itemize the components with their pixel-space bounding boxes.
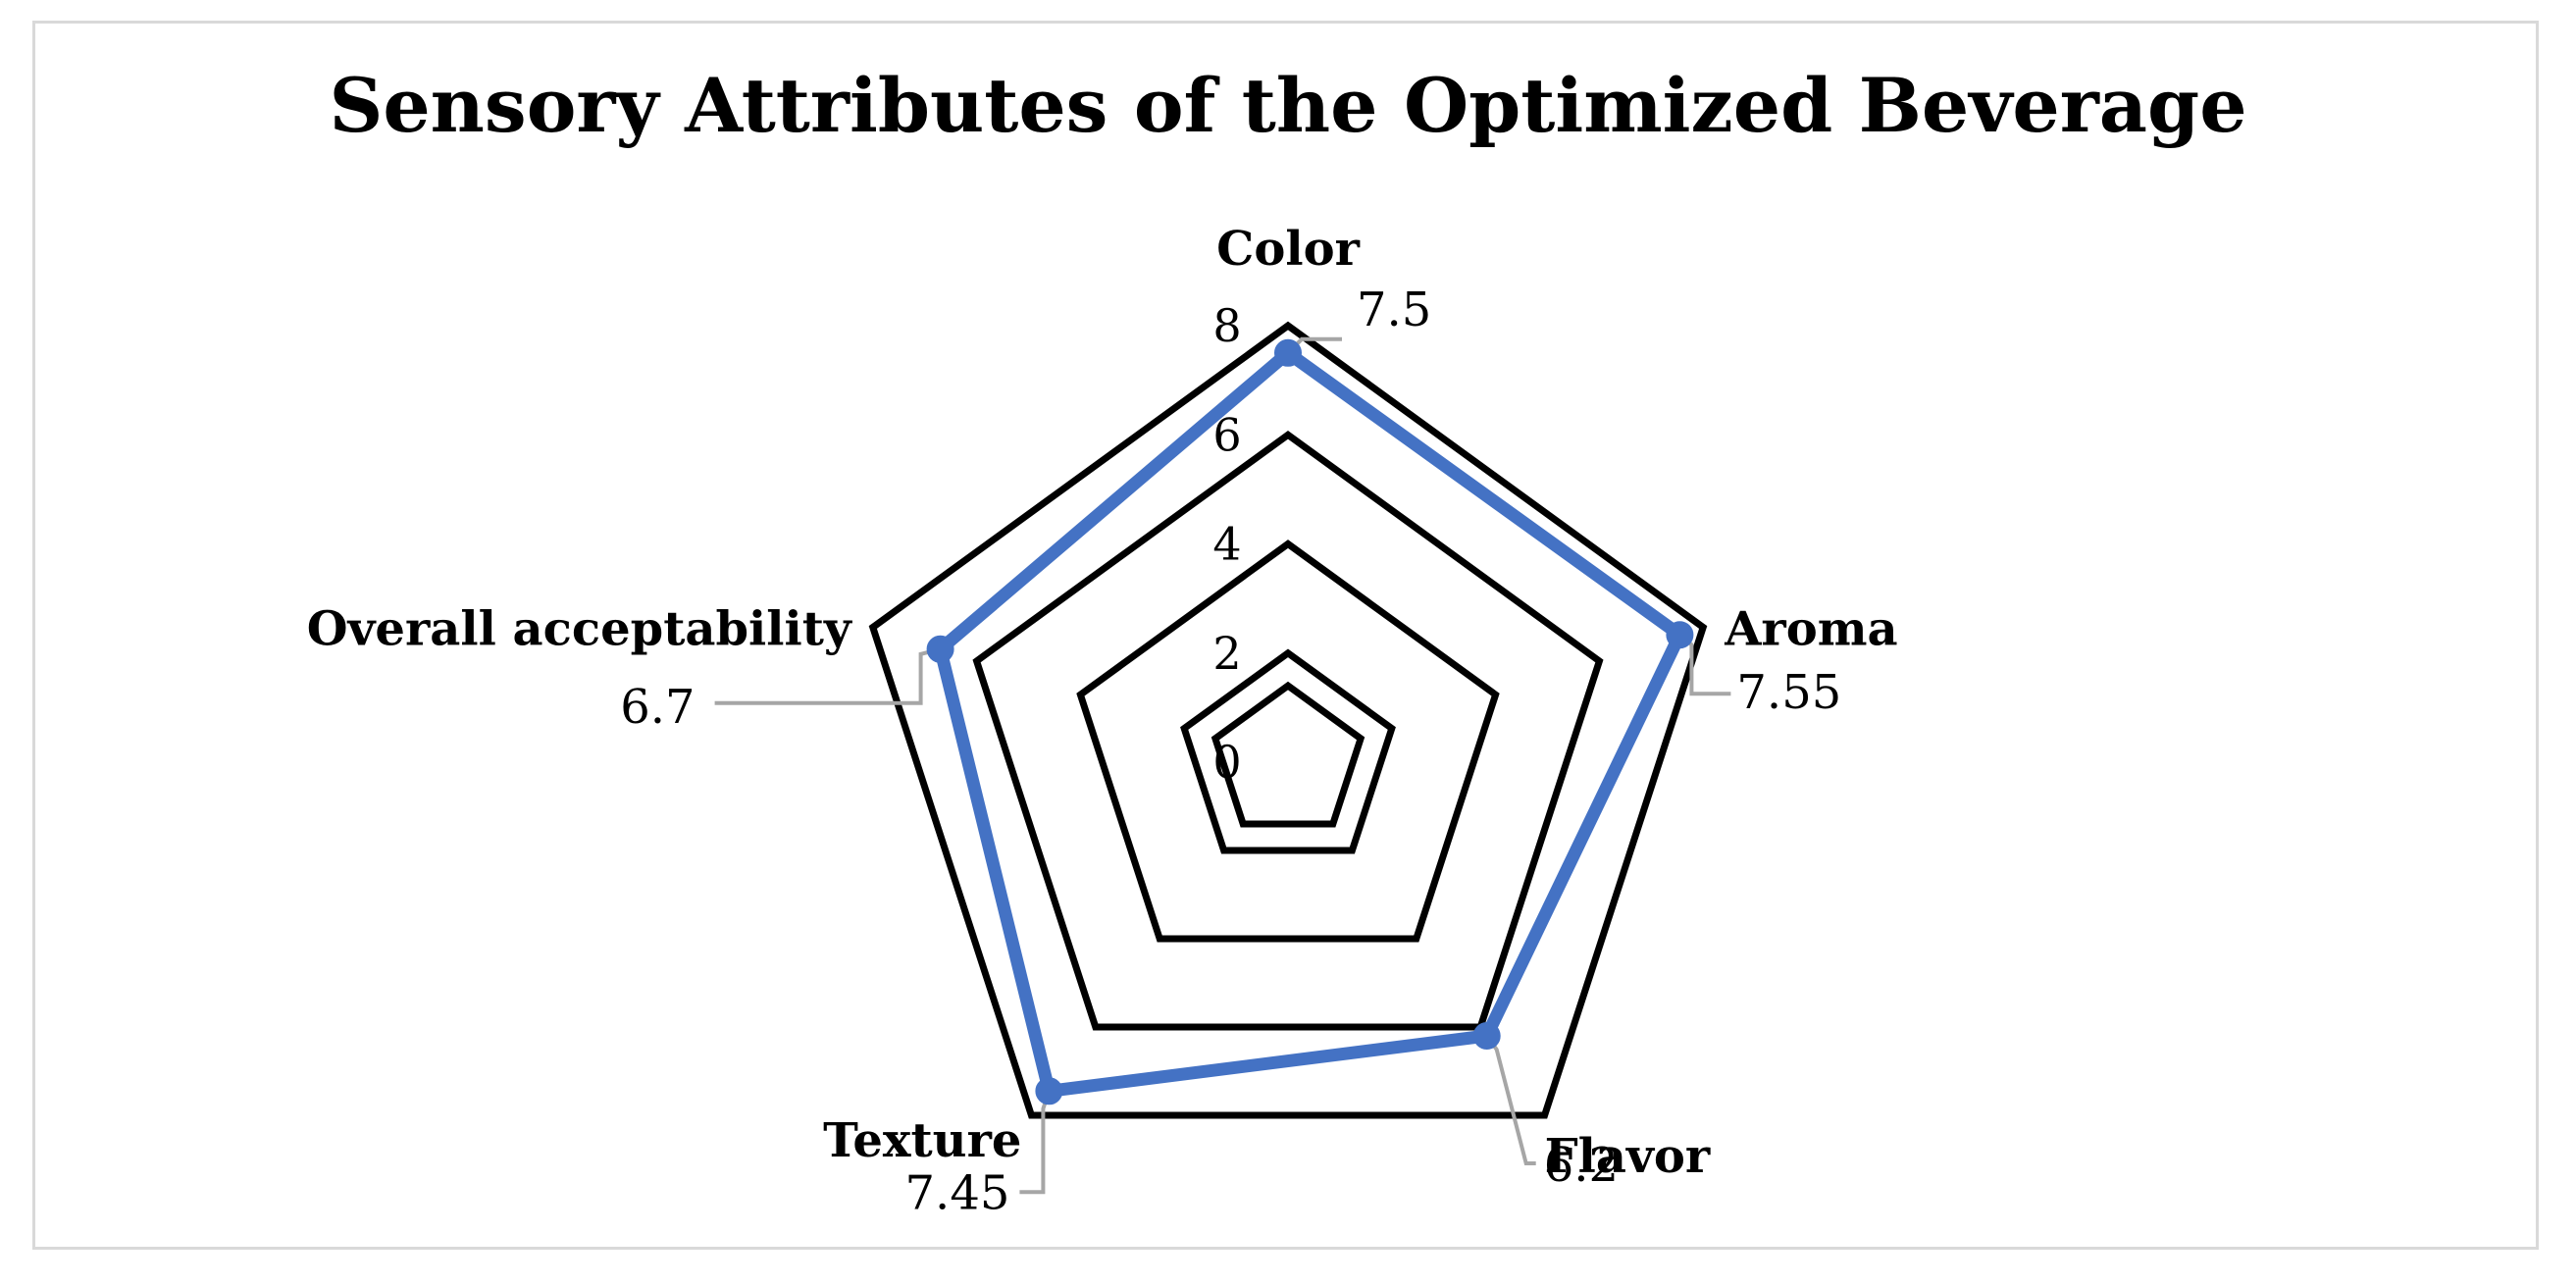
- grid-ring-1: [1180, 648, 1396, 854]
- data-label-overall-acceptability: 6.7: [620, 680, 695, 735]
- chart-frame: [32, 21, 2539, 1250]
- leader-line-2: [1485, 1034, 1536, 1165]
- grid-ring-4: [868, 321, 1708, 1119]
- radar-grid: [868, 321, 1708, 1119]
- axis-label-texture: Texture: [823, 1113, 1021, 1168]
- data-point-overall-acceptability: [926, 635, 954, 663]
- data-point-texture: [1035, 1077, 1063, 1105]
- data-label-aroma: 7.55: [1736, 665, 1841, 720]
- axis-label-color: Color: [1216, 222, 1360, 277]
- axis-label-flavor: Flavor: [1545, 1129, 1711, 1184]
- tick-label-6: 6: [1212, 408, 1241, 461]
- leader-line-4: [714, 646, 942, 705]
- data-point-aroma: [1666, 621, 1694, 649]
- tick-label-0: 0: [1212, 736, 1241, 789]
- data-label-flavor: 6.2: [1544, 1138, 1619, 1193]
- grid-ring-0: [1211, 681, 1365, 828]
- axis-label-overall-acceptability: Overall acceptability: [307, 602, 853, 657]
- axis-label-aroma: Aroma: [1724, 602, 1897, 657]
- tick-label-8: 8: [1212, 299, 1241, 352]
- series-line-0: [934, 346, 1686, 1098]
- chart-title: Sensory Attributes of the Optimized Beve…: [329, 62, 2247, 149]
- label-layer: 0 2 4 6 8 7.5 7.55 6.2 7.45 6.7 Color Aroma Flavor Te…: [307, 222, 1898, 1220]
- tick-label-2: 2: [1212, 627, 1241, 680]
- data-point-flavor: [1472, 1022, 1501, 1050]
- leader-line-3: [1019, 1090, 1052, 1195]
- data-point-color: [1274, 338, 1302, 367]
- tick-label-4: 4: [1212, 518, 1241, 571]
- grid-ring-3: [972, 430, 1604, 1031]
- grid-ring-2: [1076, 540, 1500, 943]
- series-layer: [926, 338, 1694, 1105]
- data-label-color: 7.5: [1357, 283, 1431, 337]
- data-label-texture: 7.45: [905, 1165, 1010, 1220]
